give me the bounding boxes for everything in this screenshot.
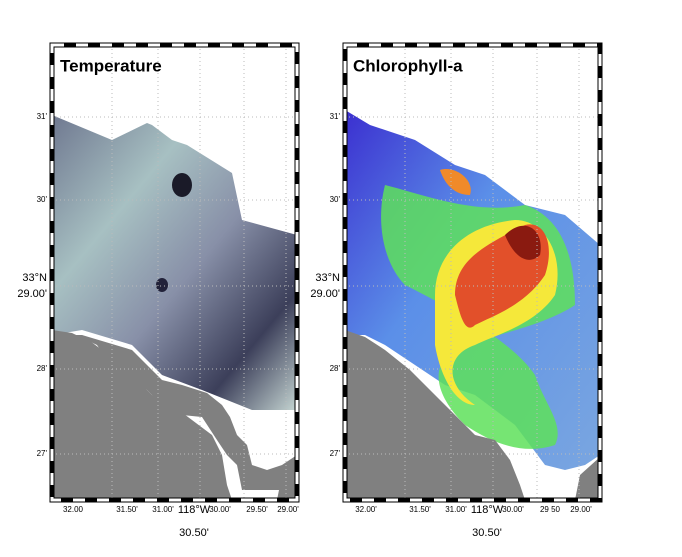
graticule <box>52 45 297 500</box>
graticule <box>345 45 600 500</box>
land <box>52 335 232 500</box>
x-label: 31.00' <box>152 505 174 514</box>
temperature-swath <box>52 115 297 410</box>
frame-dash <box>50 43 299 502</box>
x-label: 29.00' <box>570 505 592 514</box>
bloom-dark <box>505 225 541 260</box>
bloom-orange <box>440 169 471 195</box>
panel-title: Temperature <box>60 56 162 75</box>
x-label: 31.50' <box>116 505 138 514</box>
x-label: 118°W <box>471 504 504 516</box>
x-label: 30.50' <box>179 527 209 539</box>
y-label: 33°N <box>22 272 47 284</box>
y-label: 33°N <box>315 272 340 284</box>
land <box>277 460 297 500</box>
temperature-panel <box>49 42 300 503</box>
y-label: 28' <box>330 364 341 373</box>
x-label: 31.50' <box>409 505 431 514</box>
y-label: 27' <box>330 449 341 458</box>
x-label: 30.50' <box>472 527 502 539</box>
land <box>345 330 525 500</box>
x-label: 118°W <box>178 504 211 516</box>
y-label: 28' <box>37 364 48 373</box>
cold-eddy <box>156 278 168 292</box>
y-label: 27' <box>37 449 48 458</box>
x-label: 31.00' <box>445 505 467 514</box>
frame-dash <box>343 43 602 502</box>
x-label: 30.00' <box>209 505 231 514</box>
y-label: 30' <box>330 195 341 204</box>
panel-title: Chlorophyll-a <box>353 56 463 75</box>
x-label: 32.00 <box>63 505 84 514</box>
y-label: 31' <box>330 112 341 121</box>
x-label: 29.50' <box>246 505 268 514</box>
y-label: 30' <box>37 195 48 204</box>
land <box>575 457 600 500</box>
chlorophyll-panel <box>342 42 603 503</box>
x-label: 32.00' <box>355 505 377 514</box>
y-label: 29.00' <box>17 288 47 300</box>
cold-eddy <box>172 173 192 197</box>
y-label: 29.00' <box>310 288 340 300</box>
x-label: 29.00' <box>277 505 299 514</box>
labels: Temperature 31' 30' 33°N 29.00' 28' 27' 32.00 31… <box>17 56 592 538</box>
y-label: 31' <box>37 112 48 121</box>
x-label: 29 50 <box>540 505 561 514</box>
x-label: 30.00' <box>502 505 524 514</box>
